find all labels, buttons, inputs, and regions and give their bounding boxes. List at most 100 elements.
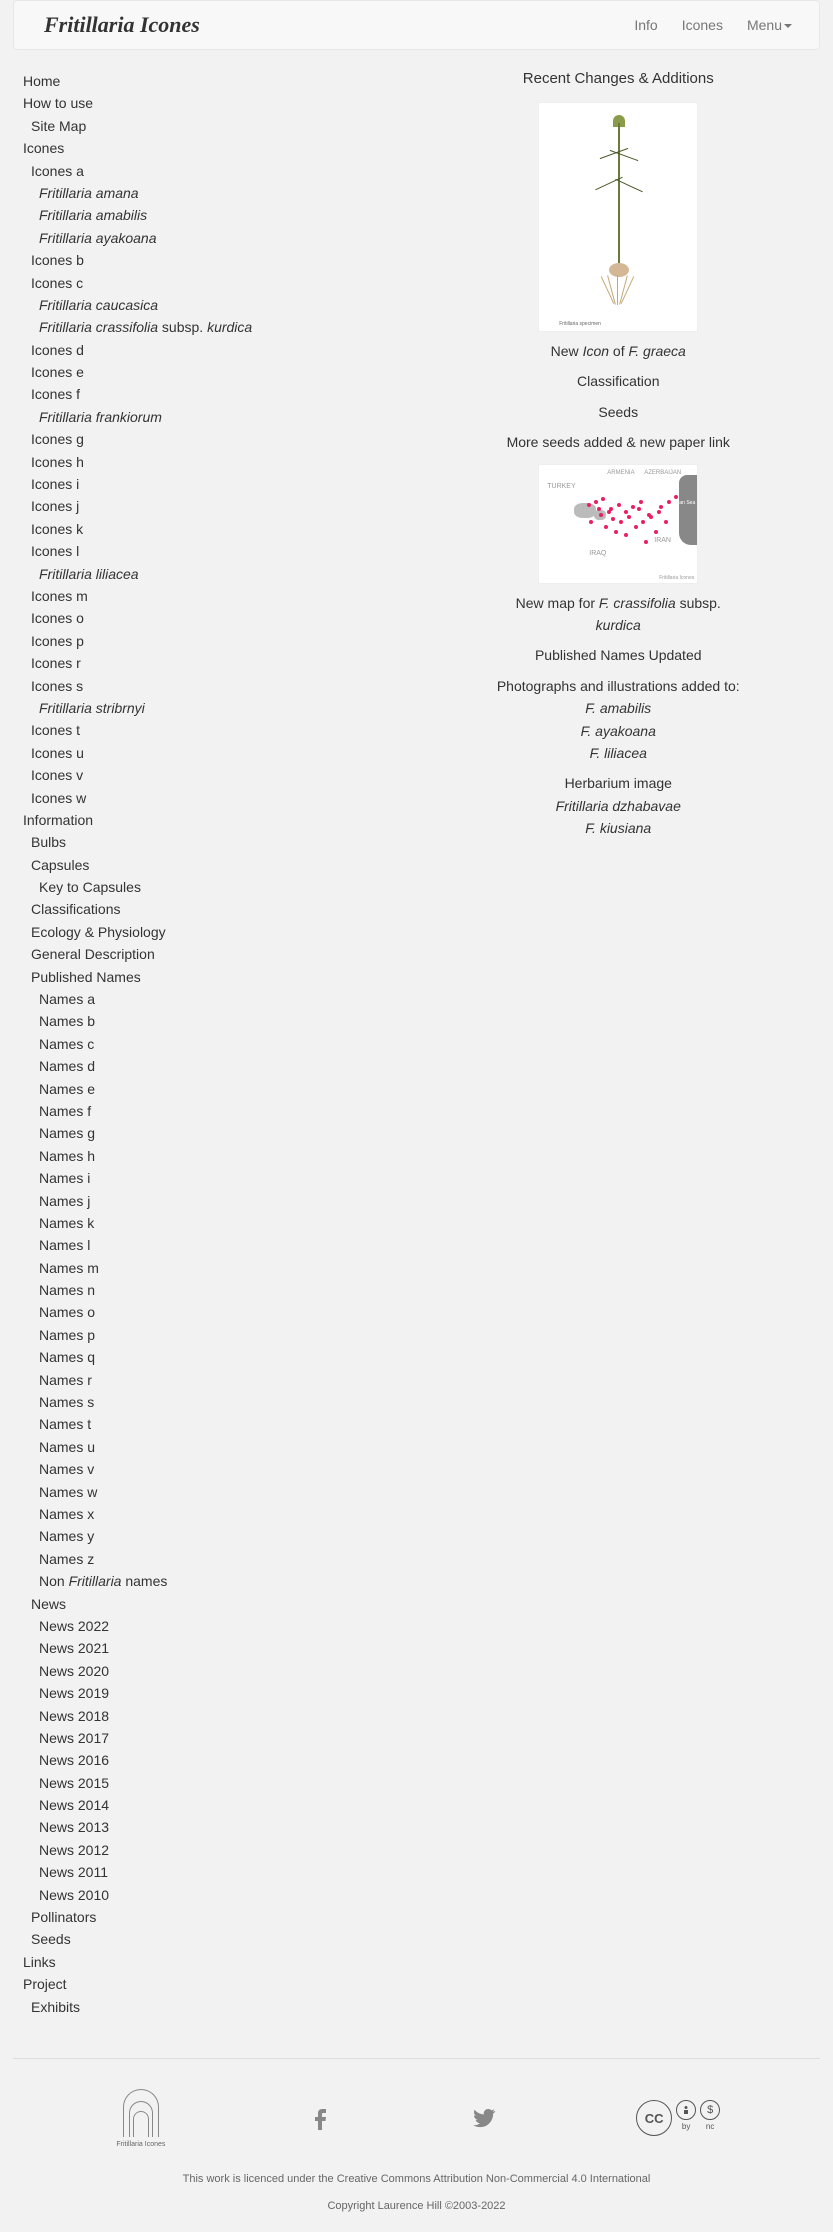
sidebar-link[interactable]: Capsules: [31, 857, 89, 873]
sidebar-link[interactable]: News 2022: [39, 1618, 109, 1634]
sidebar-link[interactable]: Names i: [39, 1170, 90, 1186]
sidebar-link[interactable]: Names p: [39, 1327, 95, 1343]
cc-license-icons[interactable]: CC by $ nc: [636, 2100, 720, 2136]
sidebar-link[interactable]: Icones v: [31, 767, 83, 783]
sidebar-link[interactable]: Names u: [39, 1439, 95, 1455]
sidebar-link[interactable]: Icones l: [31, 543, 79, 559]
sidebar-link[interactable]: Names x: [39, 1506, 94, 1522]
sidebar-link[interactable]: Names q: [39, 1349, 95, 1365]
sidebar-link[interactable]: Icones c: [31, 275, 83, 291]
sidebar-link[interactable]: Fritillaria liliacea: [39, 566, 139, 582]
nav-info[interactable]: Info: [622, 2, 669, 48]
facebook-icon[interactable]: [309, 2106, 333, 2130]
sidebar-link[interactable]: Bulbs: [31, 834, 66, 850]
plant-illustration[interactable]: Fritillaria specimen: [538, 102, 698, 332]
sidebar-link[interactable]: News 2019: [39, 1685, 109, 1701]
nav-menu[interactable]: Menu: [735, 2, 804, 48]
sidebar-link[interactable]: Names b: [39, 1013, 95, 1029]
sidebar-link[interactable]: Seeds: [31, 1931, 71, 1947]
twitter-icon[interactable]: [472, 2106, 496, 2130]
sidebar-link[interactable]: Icones w: [31, 790, 86, 806]
sidebar-link[interactable]: News 2012: [39, 1842, 109, 1858]
sidebar-link[interactable]: Icones u: [31, 745, 84, 761]
sidebar-link[interactable]: Icones: [23, 140, 64, 156]
sidebar-link[interactable]: Names k: [39, 1215, 94, 1231]
sidebar-link[interactable]: Icones b: [31, 252, 84, 268]
sidebar-link[interactable]: Names w: [39, 1484, 97, 1500]
sidebar-link[interactable]: Site Map: [31, 118, 86, 134]
sidebar-link[interactable]: Fritillaria amabilis: [39, 207, 147, 223]
sidebar-link[interactable]: Names o: [39, 1304, 95, 1320]
sidebar-link[interactable]: Names n: [39, 1282, 95, 1298]
sidebar-link[interactable]: News 2017: [39, 1730, 109, 1746]
brand-title[interactable]: Fritillaria Icones: [29, 12, 200, 38]
sidebar-link[interactable]: Names y: [39, 1528, 94, 1544]
sidebar-link[interactable]: Fritillaria caucasica: [39, 297, 158, 313]
sidebar-link[interactable]: Information: [23, 812, 93, 828]
sidebar-link[interactable]: Fritillaria ayakoana: [39, 230, 157, 246]
sidebar-link[interactable]: Names l: [39, 1237, 90, 1253]
sidebar-link[interactable]: Project: [23, 1976, 67, 1992]
sidebar-link[interactable]: How to use: [23, 95, 93, 111]
sidebar-link[interactable]: Icones o: [31, 610, 84, 626]
sidebar-link[interactable]: Names a: [39, 991, 95, 1007]
sidebar-link[interactable]: News: [31, 1596, 66, 1612]
sidebar-link[interactable]: Names c: [39, 1036, 94, 1052]
sidebar-link[interactable]: News 2014: [39, 1797, 109, 1813]
sidebar-link[interactable]: Key to Capsules: [39, 879, 141, 895]
sidebar-link[interactable]: News 2016: [39, 1752, 109, 1768]
sidebar-link[interactable]: Fritillaria crassifolia subsp. kurdica: [39, 319, 252, 335]
sidebar-link[interactable]: News 2015: [39, 1775, 109, 1791]
sidebar-link[interactable]: Icones g: [31, 431, 84, 447]
link-published-names[interactable]: Published Names Updated: [432, 644, 806, 666]
sidebar-link[interactable]: Icones j: [31, 498, 79, 514]
sidebar-link[interactable]: News 2020: [39, 1663, 109, 1679]
sidebar-link[interactable]: General Description: [31, 946, 155, 962]
link-seeds[interactable]: Seeds: [432, 401, 806, 423]
sidebar-link[interactable]: Icones f: [31, 386, 80, 402]
sidebar-link[interactable]: Names f: [39, 1103, 91, 1119]
sidebar-link[interactable]: Icones a: [31, 163, 84, 179]
sidebar-link[interactable]: Names v: [39, 1461, 94, 1477]
sidebar-link[interactable]: Names s: [39, 1394, 94, 1410]
sidebar-link[interactable]: Fritillaria frankiorum: [39, 409, 162, 425]
sidebar-link[interactable]: News 2018: [39, 1708, 109, 1724]
sidebar-link[interactable]: Names t: [39, 1416, 91, 1432]
sidebar-link[interactable]: Icones d: [31, 342, 84, 358]
sidebar-link[interactable]: News 2010: [39, 1887, 109, 1903]
sidebar-link[interactable]: Icones i: [31, 476, 79, 492]
sidebar-link[interactable]: Icones s: [31, 678, 83, 694]
sidebar-link[interactable]: Icones h: [31, 454, 84, 470]
sidebar-link[interactable]: Ecology & Physiology: [31, 924, 166, 940]
sidebar-link[interactable]: Published Names: [31, 969, 141, 985]
sidebar-link[interactable]: Pollinators: [31, 1909, 96, 1925]
sidebar-link[interactable]: Icones r: [31, 655, 81, 671]
sidebar-link[interactable]: Names g: [39, 1125, 95, 1141]
sidebar-link[interactable]: Home: [23, 73, 60, 89]
sidebar-link[interactable]: Fritillaria amana: [39, 185, 139, 201]
sidebar-link[interactable]: Names d: [39, 1058, 95, 1074]
sidebar-link[interactable]: Exhibits: [31, 1999, 80, 2015]
sidebar-link[interactable]: News 2021: [39, 1640, 109, 1656]
footer-logo[interactable]: Fritillaria Icones: [113, 2089, 169, 2148]
sidebar-link[interactable]: Names j: [39, 1193, 90, 1209]
sidebar-link[interactable]: Classifications: [31, 901, 120, 917]
sidebar-link[interactable]: Icones k: [31, 521, 83, 537]
sidebar-link[interactable]: Icones t: [31, 722, 80, 738]
map-illustration[interactable]: TURKEY ARMENIA AZERBAIJAN IRAN IRAQ Casp…: [538, 464, 698, 584]
sidebar-link[interactable]: Names m: [39, 1260, 99, 1276]
sidebar-link[interactable]: Names z: [39, 1551, 94, 1567]
sidebar-link[interactable]: Icones p: [31, 633, 84, 649]
sidebar-link[interactable]: Non Fritillaria names: [39, 1573, 167, 1589]
sidebar-link[interactable]: Icones m: [31, 588, 88, 604]
sidebar-link[interactable]: News 2013: [39, 1819, 109, 1835]
sidebar-link[interactable]: Fritillaria stribrnyi: [39, 700, 145, 716]
link-classification[interactable]: Classification: [432, 370, 806, 392]
sidebar-link[interactable]: News 2011: [39, 1864, 108, 1880]
sidebar-link[interactable]: Links: [23, 1954, 56, 1970]
sidebar-link[interactable]: Names e: [39, 1081, 95, 1097]
sidebar-link[interactable]: Icones e: [31, 364, 84, 380]
sidebar-link[interactable]: Names r: [39, 1372, 92, 1388]
sidebar-link[interactable]: Names h: [39, 1148, 95, 1164]
nav-icones[interactable]: Icones: [670, 2, 735, 48]
